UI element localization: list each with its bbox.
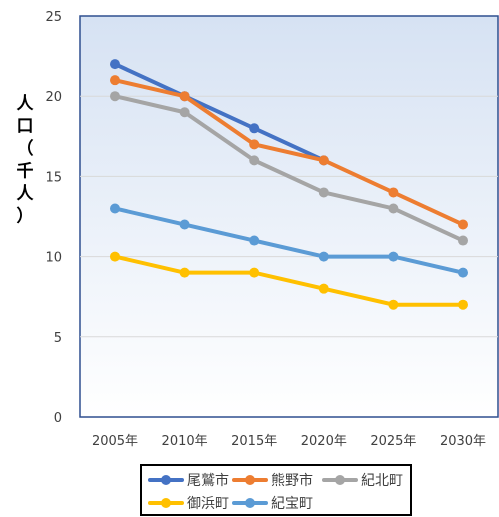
data-point (318, 155, 329, 166)
data-point (249, 235, 260, 246)
data-point (249, 267, 260, 278)
data-point (388, 251, 399, 262)
data-point (458, 299, 468, 310)
data-point (388, 299, 399, 310)
legend-item: 紀宝町 (232, 492, 313, 514)
y-tick-label: 20 (45, 90, 62, 105)
legend-swatch (232, 492, 268, 514)
legend-item: 尾鷲市 (148, 469, 229, 491)
legend-swatch (148, 492, 184, 514)
y-tick-label: 0 (54, 411, 62, 426)
x-tick-label: 2020年 (301, 434, 347, 449)
series-line (113, 62, 326, 163)
data-point (110, 203, 120, 214)
data-point (179, 267, 190, 278)
x-tick-label: 2025年 (370, 434, 416, 449)
legend-item: 御浜町 (148, 492, 229, 514)
legend-swatch (232, 469, 268, 491)
y-axis-label: 人口（千人） (17, 94, 35, 227)
series-3 (110, 251, 468, 310)
series-line (113, 94, 465, 243)
data-point (249, 123, 260, 134)
data-point (318, 187, 329, 198)
data-point (249, 155, 260, 166)
data-point (318, 251, 329, 262)
data-point (388, 187, 399, 198)
legend-swatch (322, 469, 358, 491)
data-point (110, 91, 120, 102)
data-point (179, 219, 190, 230)
x-tick-label: 2010年 (162, 434, 208, 449)
series-2 (110, 91, 468, 246)
data-point (179, 107, 190, 118)
data-point (179, 91, 190, 102)
y-tick-label: 5 (54, 331, 62, 346)
legend-label: 御浜町 (187, 496, 229, 512)
legend-item: 熊野市 (232, 469, 313, 491)
data-point (458, 267, 468, 278)
data-point (110, 251, 120, 262)
y-tick-label: 25 (45, 10, 62, 25)
legend-item: 紀北町 (322, 469, 403, 491)
x-tick-label: 2015年 (231, 434, 277, 449)
legend-label: 尾鷲市 (187, 473, 229, 489)
data-point (249, 139, 260, 150)
series-line (113, 254, 465, 307)
legend-label: 紀北町 (361, 473, 403, 489)
y-tick-label: 10 (45, 251, 62, 266)
legend: 尾鷲市 熊野市 紀北町御浜町 紀宝町 (140, 464, 412, 516)
y-tick-label: 15 (45, 170, 62, 185)
x-tick-label: 2005年 (92, 434, 138, 449)
legend-swatch (148, 469, 184, 491)
data-point (110, 75, 120, 86)
x-tick-label: 2030年 (440, 434, 486, 449)
data-point (318, 283, 329, 294)
legend-label: 紀宝町 (271, 496, 313, 512)
legend-label: 熊野市 (271, 473, 313, 489)
data-point (388, 203, 399, 214)
series-line (113, 206, 465, 275)
series-line (113, 78, 465, 227)
data-point (458, 235, 468, 246)
series-1 (110, 75, 468, 230)
data-point (458, 219, 468, 230)
series-4 (110, 203, 468, 278)
data-point (110, 59, 120, 70)
